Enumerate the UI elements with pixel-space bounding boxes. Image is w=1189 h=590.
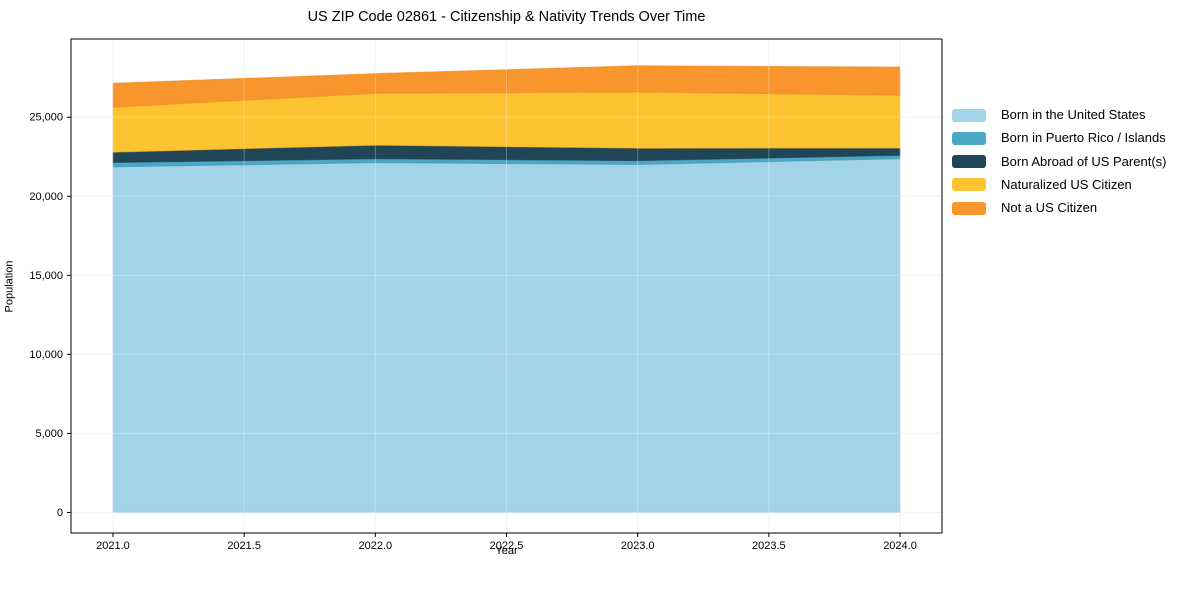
legend-color-swatch <box>952 131 986 145</box>
x-tick-label: 2022.0 <box>358 540 392 552</box>
legend-color-swatch <box>952 155 986 169</box>
y-tick-label: 0 <box>57 507 63 519</box>
legend-label: Naturalized US Citizen <box>1001 176 1132 192</box>
legend-label: Born in Puerto Rico / Islands <box>1001 130 1166 146</box>
legend-label: Not a US Citizen <box>1001 200 1098 216</box>
legend-item: Born in the United States <box>952 108 1166 122</box>
legend-item: Not a US Citizen <box>952 201 1166 215</box>
legend-item: Naturalized US Citizen <box>952 176 1166 192</box>
legend-item: Born Abroad of US Parent(s) <box>952 153 1167 169</box>
x-tick-label: 2023.0 <box>621 540 655 552</box>
legend-label: Born Abroad of US Parent(s) <box>1001 153 1167 169</box>
x-axis-label: Year <box>495 545 518 557</box>
y-tick-label: 15,000 <box>29 270 63 282</box>
legend: Born in the United States Born in Puerto … <box>952 108 1166 215</box>
y-tick-label: 5,000 <box>35 428 63 440</box>
y-tick-label: 20,000 <box>29 191 63 203</box>
area-series-4 <box>112 65 901 108</box>
y-tick-label: 25,000 <box>29 112 63 124</box>
x-tick-label: 2024.0 <box>883 540 917 552</box>
legend-color-swatch <box>952 108 986 122</box>
x-tick-label: 2022.5 <box>490 540 524 552</box>
legend-item: Born in Puerto Rico / Islands <box>952 131 1166 145</box>
y-tick-label: 10,000 <box>29 349 63 361</box>
legend-color-swatch <box>952 178 986 192</box>
x-tick-label: 2021.0 <box>96 540 130 552</box>
legend-color-swatch <box>952 201 986 215</box>
legend-label: Born in the United States <box>1001 107 1146 122</box>
x-tick-label: 2023.5 <box>752 540 786 552</box>
x-tick-label: 2021.5 <box>227 540 261 552</box>
chart-title: US ZIP Code 02861 - Citizenship & Nativi… <box>307 9 706 25</box>
